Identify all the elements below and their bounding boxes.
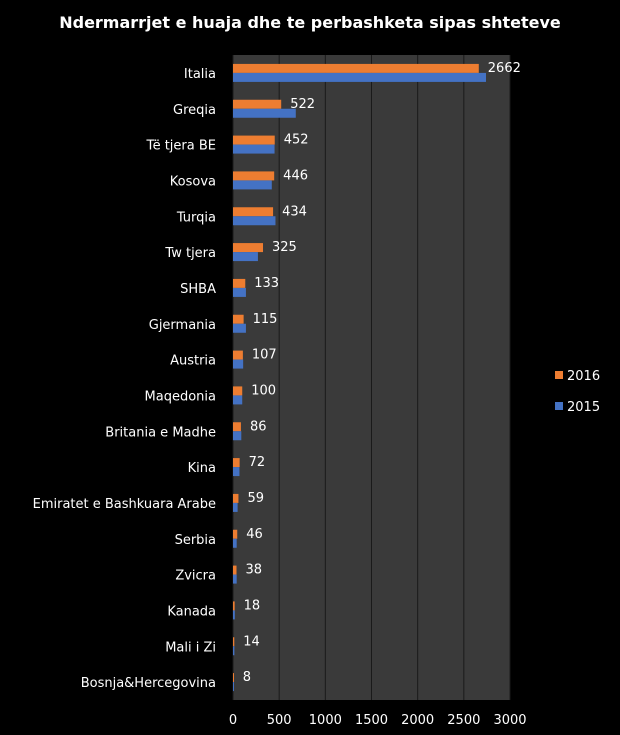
bar-2015 [233,431,242,441]
data-label-2016: 18 [244,598,261,613]
bar-2016 [233,135,275,145]
bar-2016 [233,243,264,253]
data-label-2016: 452 [284,133,309,148]
category-label: Serbia [175,533,216,548]
data-label-2016: 522 [290,97,315,112]
bar-2015 [233,395,243,405]
legend-swatch-2015 [555,402,563,410]
bar-2016 [233,422,241,432]
bar-2015 [233,538,237,548]
x-tick-label: 2000 [401,713,434,728]
bar-2016 [233,278,246,288]
data-label-2016: 46 [246,527,263,542]
x-tick-label: 3000 [493,713,526,728]
data-label-2016: 446 [283,168,308,183]
bar-2015 [233,72,486,82]
bar-2015 [233,610,235,620]
grid-lines [232,55,511,700]
bar-2016 [233,207,274,217]
category-label: Kina [188,461,216,476]
category-label: Britania e Madhe [105,425,216,440]
bar-2015 [233,108,296,118]
category-label: Emiratet e Bashkuara Arabe [33,497,216,512]
bar-2015 [233,682,234,692]
bar-2016 [233,565,237,575]
data-label-2016: 115 [253,312,278,327]
bar-2016 [233,601,235,611]
data-labels: 2662 522 452 446 434 325 133 115 107 100 86 72 59 46 3… [243,61,521,685]
x-tick-label: 0 [229,713,237,728]
category-label: Turqia [176,210,216,225]
bar-2015 [233,574,237,584]
bar-2015 [233,216,276,226]
bar-2016 [233,673,234,683]
data-label-2016: 59 [247,491,264,506]
x-tick-label: 1500 [355,713,388,728]
data-label-2016: 100 [251,383,276,398]
category-label: Gjermania [149,318,216,333]
category-label: Mali i Zi [165,640,216,655]
category-label: Maqedonia [145,389,216,404]
category-labels: Italia Greqia Të tjera BE Kosova Turqia Tw tj… [33,67,216,691]
data-label-2016: 86 [250,419,267,434]
legend-label-2015: 2015 [567,400,600,415]
bar-2015 [233,359,244,369]
bar-2015 [233,180,272,190]
category-label: Italia [184,67,216,82]
bar-2016 [233,171,275,181]
bar-2015 [233,502,238,512]
bar-2016 [233,458,240,468]
category-label: Zvicra [175,569,216,584]
category-label: Të tjera BE [145,139,216,154]
legend: 2016 2015 [555,369,600,415]
data-label-2016: 14 [243,634,260,649]
bar-2016 [233,386,243,396]
data-label-2016: 2662 [488,61,521,76]
bar-2016 [233,99,282,109]
category-label: Austria [170,354,216,369]
x-tick-label: 500 [267,713,292,728]
x-tick-label: 2500 [447,713,480,728]
bar-2016 [233,529,238,539]
bar-2015 [233,144,275,154]
category-label: Tw tjera [164,246,216,261]
bar-2015 [233,252,258,262]
bars [233,63,486,692]
data-label-2016: 107 [252,348,277,363]
legend-label-2016: 2016 [567,369,600,384]
bar-2016 [233,314,244,324]
category-label: Kosova [170,174,216,189]
category-label: Greqia [173,103,216,118]
x-tick-label: 1000 [309,713,342,728]
category-label: Bosnja&Hercegovina [81,676,216,691]
bar-2015 [233,646,235,656]
data-label-2016: 38 [246,563,263,578]
category-label: SHBA [180,282,216,297]
x-axis-ticks: 0 500 1000 1500 2000 2500 3000 [229,713,527,728]
category-label: Kanada [167,604,216,619]
data-label-2016: 8 [243,670,251,685]
bar-2016 [233,637,235,647]
legend-swatch-2016 [555,371,563,379]
bar-2016 [233,63,479,73]
data-label-2016: 133 [254,276,279,291]
data-label-2016: 72 [249,455,266,470]
bar-2015 [233,287,246,297]
chart-title: Ndermarrjet e huaja dhe te perbashketa s… [59,13,561,32]
bar-2015 [233,467,240,477]
bar-2016 [233,493,239,503]
data-label-2016: 325 [272,240,297,255]
data-label-2016: 434 [282,204,307,219]
bar-2015 [233,323,246,333]
bar-2016 [233,350,243,360]
